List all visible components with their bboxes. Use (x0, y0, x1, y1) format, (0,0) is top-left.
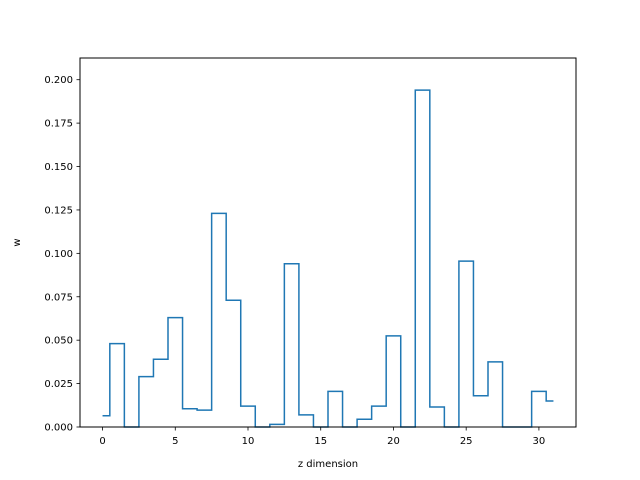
y-tick-label: 0.175 (44, 119, 73, 130)
x-axis: 0 5 10 15 20 25 30 (99, 427, 545, 447)
y-tick-label: 0.025 (44, 379, 73, 390)
y-tick-label: 0.200 (44, 75, 73, 86)
y-tick-label: 0.075 (44, 292, 73, 303)
x-tick-label: 15 (314, 436, 327, 447)
x-axis-label: z dimension (298, 459, 358, 470)
x-tick-label: 25 (460, 436, 473, 447)
y-tick-label: 0.125 (44, 205, 73, 216)
x-tick-label: 0 (99, 436, 105, 447)
x-tick-label: 10 (242, 436, 255, 447)
y-tick-label: 0.100 (44, 249, 73, 260)
x-tick-label: 30 (533, 436, 546, 447)
y-tick-label: 0.150 (44, 162, 73, 173)
x-tick-label: 5 (172, 436, 178, 447)
x-tick-label: 20 (387, 436, 400, 447)
y-axis: 0.000 0.025 0.050 0.075 0.100 0.125 0.150 0.175… (44, 75, 80, 434)
plot-frame (79, 57, 577, 428)
y-tick-label: 0.050 (44, 336, 73, 347)
y-axis-label: w (12, 238, 23, 246)
y-tick-label: 0.000 (44, 423, 73, 434)
